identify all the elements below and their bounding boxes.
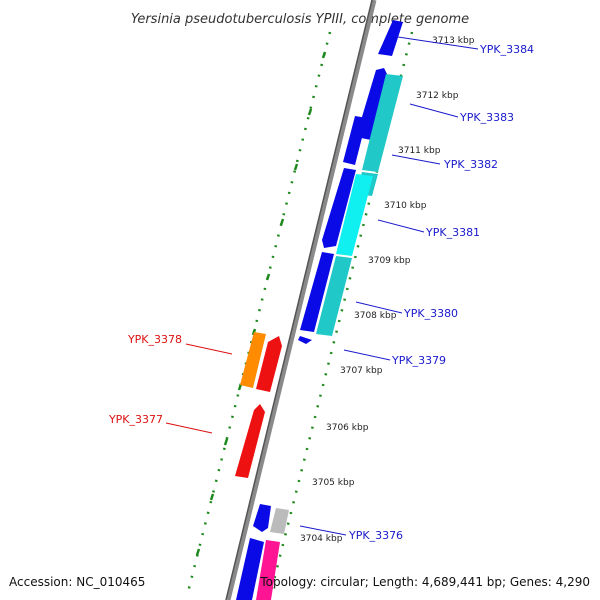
gene-pink[interactable] <box>256 540 280 600</box>
tick-label: 3706 kbp <box>326 423 369 433</box>
tick-label: 3713 kbp <box>432 36 475 46</box>
gene-label-ypk-3379[interactable]: YPK_3379 <box>391 354 446 367</box>
gene-features <box>235 20 403 600</box>
inner-dotted-guide <box>185 31 332 597</box>
map-title: Yersinia pseudotuberculosis YPIII, compl… <box>131 12 469 27</box>
tick-label: 3709 kbp <box>368 256 411 266</box>
gene-label-ypk-3378[interactable]: YPK_3378 <box>127 333 182 346</box>
gene-cyan-1[interactable] <box>362 74 403 172</box>
tick-label: 3712 kbp <box>416 91 459 101</box>
gene-ypk-3378[interactable] <box>256 336 282 392</box>
gene-ypk-3384[interactable] <box>378 20 403 56</box>
gene-ypk-3376[interactable] <box>253 504 271 532</box>
accession-label: Accession: NC_010465 <box>9 575 145 589</box>
genome-backbone <box>225 0 377 600</box>
tick-labels: 3713 kbp 3712 kbp 3711 kbp 3710 kbp 3709… <box>300 36 475 544</box>
label-leaders <box>165 36 479 536</box>
topology-label: Topology: circular; Length: 4,689,441 bp… <box>259 575 590 589</box>
gene-label-ypk-3383[interactable]: YPK_3383 <box>459 111 514 124</box>
gene-ypk-3380[interactable] <box>300 252 334 332</box>
gene-label-ypk-3381[interactable]: YPK_3381 <box>425 226 480 239</box>
tick-label: 3705 kbp <box>312 478 355 488</box>
gene-label-ypk-3384[interactable]: YPK_3384 <box>479 43 534 56</box>
tick-label: 3707 kbp <box>340 366 383 376</box>
tick-label: 3710 kbp <box>384 201 427 211</box>
gene-blue-lower[interactable] <box>236 538 264 600</box>
gene-label-ypk-3382[interactable]: YPK_3382 <box>443 158 498 171</box>
gene-labels: YPK_3384 YPK_3383 YPK_3382 YPK_3381 YPK_… <box>108 43 534 542</box>
tick-label: 3711 kbp <box>398 146 441 156</box>
outer-dotted-guide <box>268 31 414 597</box>
gene-label-ypk-3380[interactable]: YPK_3380 <box>403 307 458 320</box>
inner-tick-dashes <box>195 51 327 556</box>
gene-ypk-3382[interactable] <box>343 116 367 165</box>
tick-label: 3708 kbp <box>354 311 397 321</box>
tick-label: 3704 kbp <box>300 534 343 544</box>
gene-orange[interactable] <box>240 332 266 388</box>
gene-ypk-3377[interactable] <box>235 404 265 478</box>
gene-ypk-3381[interactable] <box>322 168 356 248</box>
gene-grey[interactable] <box>270 508 289 534</box>
gene-ypk-3379[interactable] <box>298 336 312 344</box>
gene-cyan-3[interactable] <box>336 174 373 256</box>
gene-cyan-4[interactable] <box>316 256 352 336</box>
gene-label-ypk-3377[interactable]: YPK_3377 <box>108 413 163 426</box>
gene-label-ypk-3376[interactable]: YPK_3376 <box>348 529 403 542</box>
